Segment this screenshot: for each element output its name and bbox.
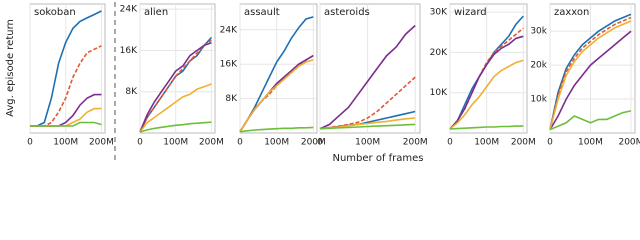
x-tick-label: 200M — [301, 138, 326, 148]
x-tick-label: 200M — [199, 138, 224, 148]
y-tick-label: 20K — [430, 48, 448, 58]
series-line — [139, 83, 212, 133]
series-line — [30, 10, 102, 127]
y-tick-label: 24K — [220, 25, 238, 35]
x-tick-label: 100M — [474, 138, 499, 148]
series-line — [549, 16, 632, 130]
panel-title: sokoban — [34, 7, 76, 18]
x-tick-label: 0 — [137, 138, 143, 148]
series-line — [449, 35, 524, 130]
series-line — [30, 121, 102, 127]
y-axis-label: Avg. episode return — [5, 19, 16, 117]
x-tick-label: 100M — [264, 138, 289, 148]
y-tick-label: 8K — [225, 94, 238, 104]
y-tick-label: 8K — [125, 87, 138, 97]
y-tick-label: 30k — [530, 27, 547, 37]
x-tick-label: 100M — [355, 138, 380, 148]
series-line — [319, 123, 416, 130]
series-line — [449, 125, 524, 130]
series-line — [449, 59, 524, 130]
y-tick-label: 10K — [430, 88, 448, 98]
x-tick-label: 100M — [578, 138, 603, 148]
x-tick-label: 200M — [89, 138, 114, 148]
series-line — [139, 41, 212, 133]
y-tick-label: 20k — [530, 61, 547, 71]
series-line — [549, 13, 632, 130]
plot-area — [319, 3, 421, 134]
x-tick-label: 0 — [317, 138, 323, 148]
x-tick-label: 100M — [53, 138, 78, 148]
x-tick-label: 200M — [618, 138, 640, 148]
panel-title: assault — [244, 7, 280, 18]
figure: Avg. episode return Number of frames 0 10… — [5, 2, 640, 164]
series-line — [239, 59, 314, 133]
y-tick-label: 24K — [120, 5, 138, 15]
plot-area — [139, 3, 216, 134]
y-tick-label: 30K — [430, 8, 448, 18]
series-line — [139, 39, 212, 133]
y-tick-label: 16K — [220, 60, 238, 70]
x-tick-label: 0 — [447, 138, 453, 148]
series-line — [30, 45, 102, 127]
x-axis-label: Number of frames — [332, 153, 423, 164]
series-line — [139, 121, 212, 133]
series-line — [319, 24, 416, 130]
plot-area — [29, 3, 106, 134]
panel-title: alien — [144, 7, 168, 18]
series-line — [549, 30, 632, 131]
panel-title: wizard — [454, 7, 487, 18]
x-tick-label: 0 — [27, 138, 33, 148]
y-tick-label: 16K — [120, 46, 138, 56]
panel-title: zaxxon — [554, 7, 589, 18]
y-tick-label: 10k — [530, 95, 547, 105]
x-tick-label: 0 — [547, 138, 553, 148]
x-tick-label: 0 — [237, 138, 243, 148]
series-line — [549, 20, 632, 130]
series-line — [239, 126, 314, 133]
x-tick-label: 200M — [511, 138, 536, 148]
x-tick-label: 100M — [163, 138, 188, 148]
panel-title: asteroids — [324, 7, 370, 18]
series-line — [549, 110, 632, 131]
x-tick-label: 200M — [403, 138, 428, 148]
